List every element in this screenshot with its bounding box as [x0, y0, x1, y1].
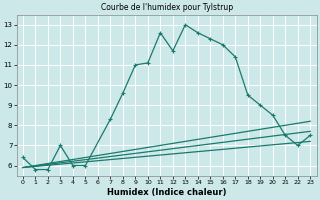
X-axis label: Humidex (Indice chaleur): Humidex (Indice chaleur) [107, 188, 226, 197]
Title: Courbe de l'humidex pour Tylstrup: Courbe de l'humidex pour Tylstrup [100, 3, 233, 12]
